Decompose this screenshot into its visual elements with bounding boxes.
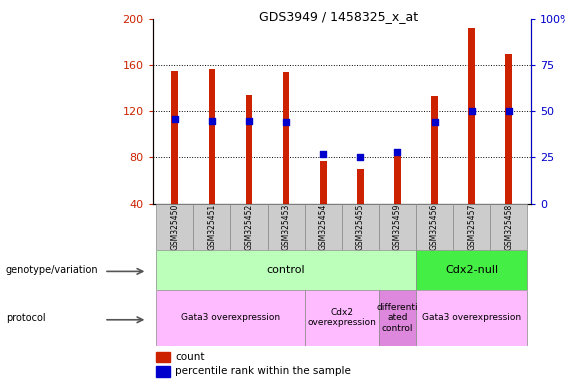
Point bbox=[170, 116, 179, 122]
Bar bbox=[157, 204, 193, 250]
Bar bbox=[416, 250, 527, 290]
Text: GSM325450: GSM325450 bbox=[170, 204, 179, 250]
Text: GSM325454: GSM325454 bbox=[319, 204, 328, 250]
Bar bbox=[379, 290, 416, 346]
Text: GSM325458: GSM325458 bbox=[505, 204, 514, 250]
Text: GSM325455: GSM325455 bbox=[356, 204, 365, 250]
Bar bbox=[320, 161, 327, 204]
Bar bbox=[246, 95, 253, 204]
Bar bbox=[208, 69, 215, 204]
Point bbox=[467, 108, 476, 114]
Bar bbox=[157, 250, 416, 290]
Bar bbox=[342, 204, 379, 250]
Text: GSM325456: GSM325456 bbox=[430, 204, 439, 250]
Bar bbox=[416, 204, 453, 250]
Bar bbox=[157, 290, 305, 346]
Text: Gata3 overexpression: Gata3 overexpression bbox=[181, 313, 280, 322]
Bar bbox=[157, 366, 170, 377]
Bar bbox=[157, 352, 170, 362]
Point bbox=[245, 118, 254, 124]
Text: GSM325459: GSM325459 bbox=[393, 204, 402, 250]
Bar bbox=[506, 54, 512, 204]
Bar bbox=[231, 204, 268, 250]
Text: Cdx2-null: Cdx2-null bbox=[445, 265, 498, 275]
Text: differenti
ated
control: differenti ated control bbox=[377, 303, 418, 333]
Text: GSM325452: GSM325452 bbox=[245, 204, 254, 250]
Point bbox=[505, 108, 514, 114]
Bar bbox=[357, 169, 364, 204]
Point bbox=[281, 119, 290, 126]
Bar bbox=[453, 204, 490, 250]
Point bbox=[393, 149, 402, 155]
Text: protocol: protocol bbox=[6, 313, 45, 323]
Text: GSM325451: GSM325451 bbox=[207, 204, 216, 250]
Bar bbox=[431, 96, 438, 204]
Text: GDS3949 / 1458325_x_at: GDS3949 / 1458325_x_at bbox=[259, 10, 419, 23]
Text: count: count bbox=[175, 352, 205, 362]
Text: genotype/variation: genotype/variation bbox=[6, 265, 98, 275]
Text: Gata3 overexpression: Gata3 overexpression bbox=[422, 313, 521, 322]
Text: GSM325453: GSM325453 bbox=[282, 204, 290, 250]
Point bbox=[356, 154, 365, 161]
Point bbox=[430, 119, 439, 126]
Bar bbox=[394, 154, 401, 204]
Point bbox=[207, 118, 216, 124]
Bar bbox=[305, 204, 342, 250]
Text: GSM325457: GSM325457 bbox=[467, 204, 476, 250]
Text: control: control bbox=[267, 265, 306, 275]
Bar bbox=[268, 204, 305, 250]
Bar bbox=[283, 72, 289, 204]
Bar bbox=[490, 204, 527, 250]
Text: Cdx2
overexpression: Cdx2 overexpression bbox=[307, 308, 376, 328]
Bar bbox=[379, 204, 416, 250]
Text: percentile rank within the sample: percentile rank within the sample bbox=[175, 366, 351, 376]
Bar bbox=[468, 28, 475, 204]
Bar bbox=[416, 290, 527, 346]
Bar bbox=[172, 71, 178, 204]
Bar bbox=[305, 290, 379, 346]
Bar bbox=[193, 204, 231, 250]
Point bbox=[319, 151, 328, 157]
